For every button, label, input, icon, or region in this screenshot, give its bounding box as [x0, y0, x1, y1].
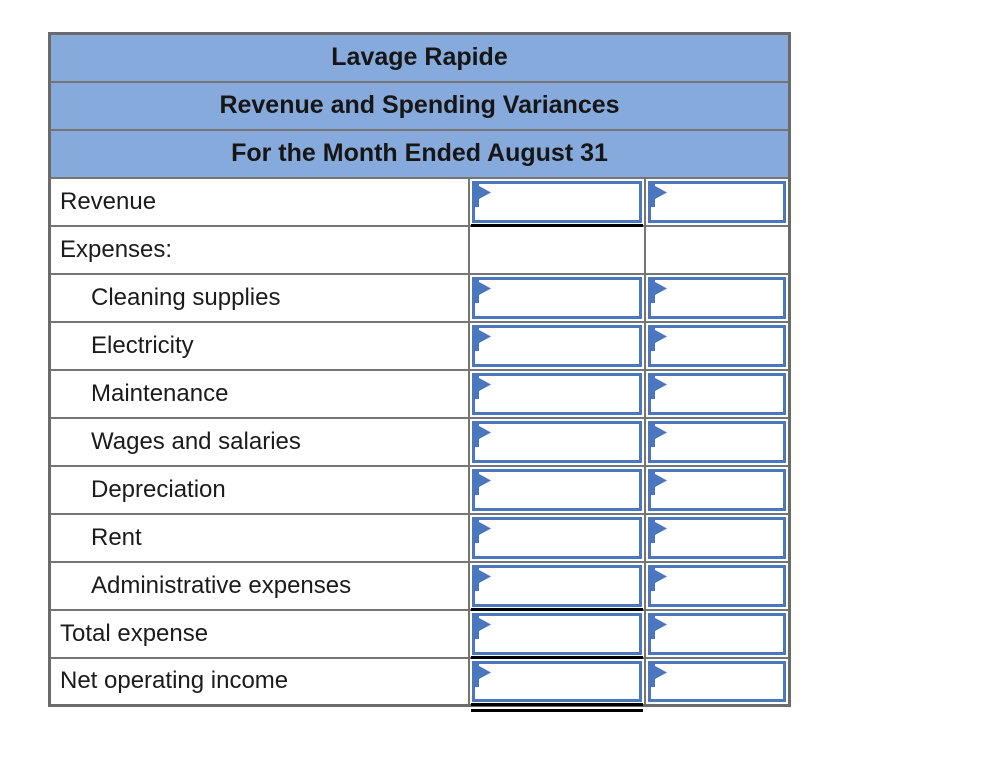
expenses-empty-cell-2 [643, 224, 791, 275]
rent-direction-cell [643, 512, 791, 563]
maintenance-direction-cell [643, 368, 791, 419]
flag-icon [647, 324, 668, 353]
flag-icon [647, 420, 668, 449]
row-label: Wages and salaries [48, 416, 470, 467]
total-expense-input-2[interactable] [647, 612, 787, 655]
flag-icon [471, 564, 492, 593]
depreciation-input-1[interactable] [471, 468, 642, 511]
row-label: Expenses: [48, 224, 470, 275]
administrative-expenses-input-2[interactable] [647, 564, 787, 607]
row-rent: Rent [48, 512, 791, 563]
maintenance-input-2[interactable] [647, 372, 787, 415]
flag-icon [647, 564, 668, 593]
double-underline [470, 703, 643, 712]
rent-input-1[interactable] [471, 516, 642, 559]
row-label: Administrative expenses [48, 560, 470, 611]
row-label: Electricity [48, 320, 470, 371]
report-company-title: Lavage Rapide [48, 32, 791, 83]
report-title: Revenue and Spending Variances [48, 80, 791, 131]
row-electricity: Electricity [48, 320, 791, 371]
net-operating-income-direction-cell [643, 656, 791, 707]
flag-icon [647, 468, 668, 497]
net-operating-income-input-1[interactable] [471, 660, 642, 702]
flag-icon [647, 276, 668, 305]
cleaning-supplies-amount-cell [467, 272, 646, 323]
row-total-expense: Total expense [48, 608, 791, 659]
row-label: Revenue [48, 176, 470, 227]
row-depreciation: Depreciation [48, 464, 791, 515]
cleaning-supplies-input-1[interactable] [471, 276, 642, 319]
flag-icon [471, 468, 492, 497]
total-expense-direction-cell [643, 608, 791, 659]
administrative-expenses-input-1[interactable] [471, 564, 642, 607]
flag-icon [471, 516, 492, 545]
variance-report-sheet: Lavage Rapide Revenue and Spending Varia… [48, 32, 792, 712]
row-maintenance: Maintenance [48, 368, 791, 419]
flag-icon [471, 276, 492, 305]
row-wages-and-salaries: Wages and salaries [48, 416, 791, 467]
flag-icon [647, 660, 668, 689]
depreciation-amount-cell [467, 464, 646, 515]
rent-input-2[interactable] [647, 516, 787, 559]
cleaning-supplies-input-2[interactable] [647, 276, 787, 319]
row-label: Rent [48, 512, 470, 563]
expenses-empty-cell-1 [467, 224, 646, 275]
total-expense-amount-cell [467, 608, 646, 659]
maintenance-amount-cell [467, 368, 646, 419]
flag-icon [471, 324, 492, 353]
maintenance-input-1[interactable] [471, 372, 642, 415]
row-label: Maintenance [48, 368, 470, 419]
administrative-expenses-direction-cell [643, 560, 791, 611]
flag-icon [647, 516, 668, 545]
row-net-operating-income: Net operating income [48, 656, 791, 712]
single-underline [470, 655, 643, 659]
revenue-amount-cell [467, 176, 646, 227]
flag-icon [471, 420, 492, 449]
wages-and-salaries-direction-cell [643, 416, 791, 467]
electricity-amount-cell [467, 320, 646, 371]
report-period: For the Month Ended August 31 [48, 128, 791, 179]
flag-icon [647, 372, 668, 401]
flag-icon [471, 612, 492, 641]
flag-icon [647, 180, 668, 209]
wages-and-salaries-input-1[interactable] [471, 420, 642, 463]
electricity-input-2[interactable] [647, 324, 787, 367]
row-label: Total expense [48, 608, 470, 659]
revenue-input-1[interactable] [471, 180, 642, 223]
net-operating-income-amount-cell [467, 656, 646, 712]
single-underline [470, 223, 643, 227]
row-administrative-expenses: Administrative expenses [48, 560, 791, 611]
wages-and-salaries-input-2[interactable] [647, 420, 787, 463]
header-row-company: Lavage Rapide [48, 32, 791, 83]
revenue-direction-cell [643, 176, 791, 227]
total-expense-input-1[interactable] [471, 612, 642, 655]
row-label: Cleaning supplies [48, 272, 470, 323]
single-underline [470, 607, 643, 611]
flag-icon [647, 612, 668, 641]
electricity-direction-cell [643, 320, 791, 371]
cleaning-supplies-direction-cell [643, 272, 791, 323]
row-label: Net operating income [48, 656, 470, 707]
flag-icon [471, 660, 492, 689]
row-expenses-header: Expenses: [48, 224, 791, 275]
depreciation-input-2[interactable] [647, 468, 787, 511]
row-cleaning-supplies: Cleaning supplies [48, 272, 791, 323]
header-row-title: Revenue and Spending Variances [48, 80, 791, 131]
flag-icon [471, 180, 492, 209]
rent-amount-cell [467, 512, 646, 563]
net-operating-income-input-2[interactable] [647, 660, 787, 702]
variance-report-table: Lavage Rapide Revenue and Spending Varia… [48, 32, 792, 712]
flag-icon [471, 372, 492, 401]
header-row-period: For the Month Ended August 31 [48, 128, 791, 179]
row-label: Depreciation [48, 464, 470, 515]
administrative-expenses-amount-cell [467, 560, 646, 611]
revenue-input-2[interactable] [647, 180, 787, 223]
row-revenue: Revenue [48, 176, 791, 227]
depreciation-direction-cell [643, 464, 791, 515]
wages-and-salaries-amount-cell [467, 416, 646, 467]
electricity-input-1[interactable] [471, 324, 642, 367]
